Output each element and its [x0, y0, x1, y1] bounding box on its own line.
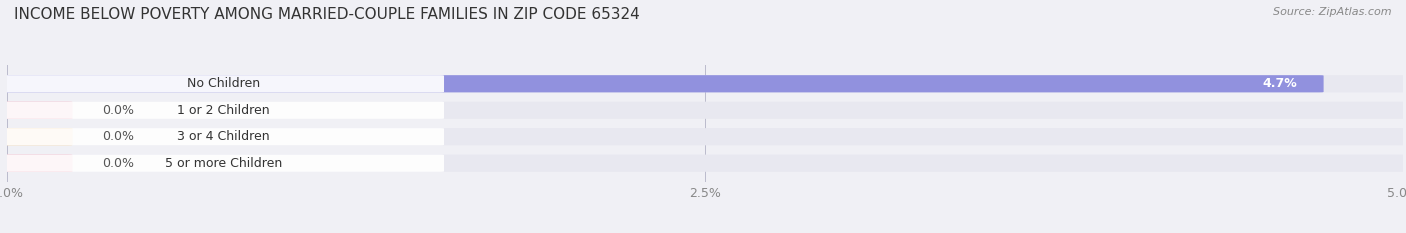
FancyBboxPatch shape: [3, 75, 1323, 92]
FancyBboxPatch shape: [3, 102, 73, 119]
Text: 0.0%: 0.0%: [103, 104, 134, 117]
FancyBboxPatch shape: [3, 155, 1406, 172]
Text: 0.0%: 0.0%: [103, 130, 134, 143]
FancyBboxPatch shape: [3, 128, 73, 145]
FancyBboxPatch shape: [3, 128, 444, 145]
Text: 4.7%: 4.7%: [1263, 77, 1298, 90]
Text: 1 or 2 Children: 1 or 2 Children: [177, 104, 270, 117]
Text: 0.0%: 0.0%: [103, 157, 134, 170]
Text: Source: ZipAtlas.com: Source: ZipAtlas.com: [1274, 7, 1392, 17]
FancyBboxPatch shape: [3, 128, 1406, 145]
FancyBboxPatch shape: [3, 102, 1406, 119]
Text: No Children: No Children: [187, 77, 260, 90]
FancyBboxPatch shape: [3, 155, 73, 172]
Text: 5 or more Children: 5 or more Children: [165, 157, 283, 170]
Text: 3 or 4 Children: 3 or 4 Children: [177, 130, 270, 143]
Text: INCOME BELOW POVERTY AMONG MARRIED-COUPLE FAMILIES IN ZIP CODE 65324: INCOME BELOW POVERTY AMONG MARRIED-COUPL…: [14, 7, 640, 22]
FancyBboxPatch shape: [3, 155, 444, 172]
FancyBboxPatch shape: [3, 75, 1406, 92]
FancyBboxPatch shape: [3, 102, 444, 119]
FancyBboxPatch shape: [3, 75, 444, 92]
